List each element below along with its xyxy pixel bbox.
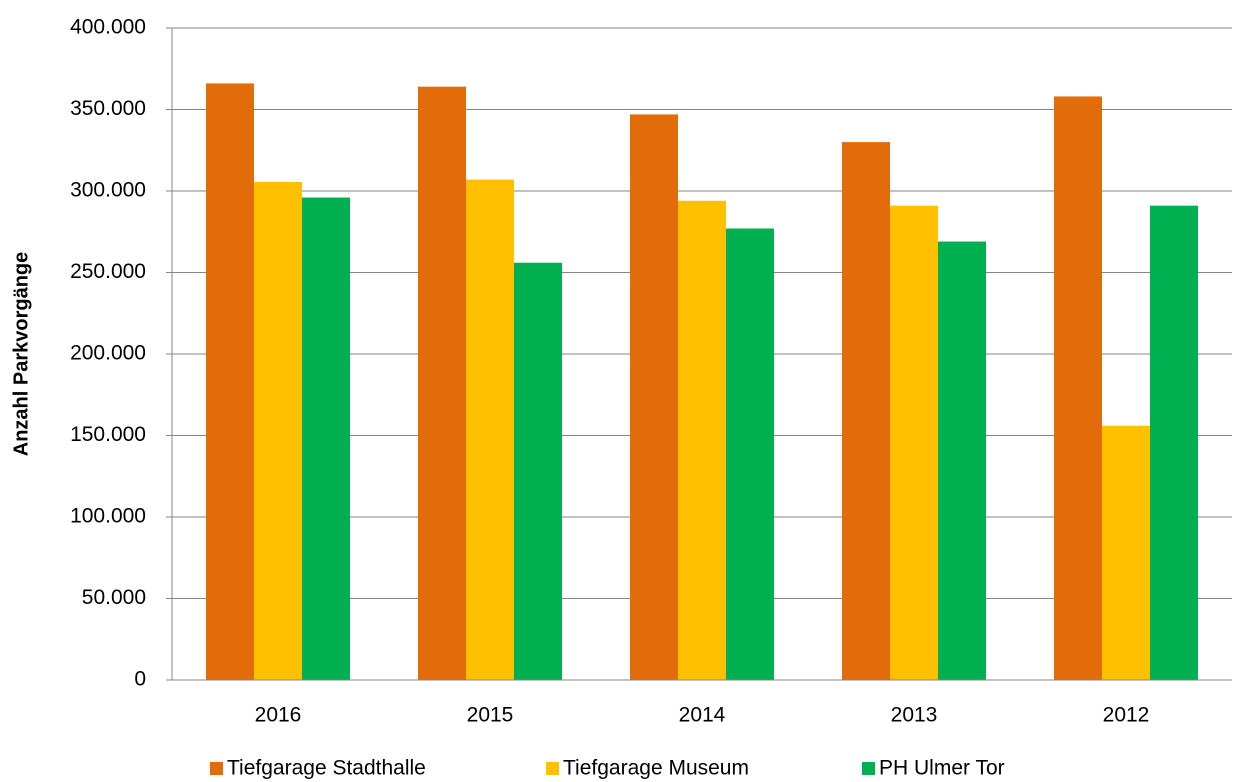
bar <box>466 179 514 680</box>
y-tick-label: 400.000 <box>70 16 146 39</box>
y-tick-label: 0 <box>134 668 146 691</box>
legend-label: Tiefgarage Museum <box>563 757 749 780</box>
bar <box>254 182 302 680</box>
y-tick-label: 50.000 <box>82 586 146 609</box>
bar <box>726 228 774 681</box>
y-tick-label: 200.000 <box>70 342 146 365</box>
y-tick-label: 100.000 <box>70 505 146 528</box>
bar <box>938 241 986 680</box>
y-tick-label: 250.000 <box>70 260 146 283</box>
bar <box>842 142 890 681</box>
bar <box>206 83 254 681</box>
x-tick-label: 2016 <box>255 704 302 727</box>
legend-swatch <box>862 762 875 775</box>
bar <box>1150 205 1198 681</box>
bar <box>1054 96 1102 680</box>
bar <box>302 197 350 680</box>
bar <box>890 205 938 681</box>
y-axis-title: Anzahl Parkvorgänge <box>10 252 32 457</box>
bar <box>678 200 726 680</box>
x-tick-label: 2012 <box>1103 704 1150 727</box>
bar <box>418 86 466 681</box>
legend-swatch <box>210 762 223 775</box>
bar <box>514 262 562 680</box>
x-tick-label: 2014 <box>679 704 726 727</box>
bar <box>1102 425 1150 680</box>
y-tick-label: 350.000 <box>70 97 146 120</box>
legend-label: Tiefgarage Stadthalle <box>227 757 426 780</box>
legend-swatch <box>546 762 559 775</box>
legend-label: PH Ulmer Tor <box>879 757 1005 780</box>
x-tick-label: 2015 <box>467 704 514 727</box>
bar <box>630 114 678 680</box>
y-tick-label: 150.000 <box>70 423 146 446</box>
x-tick-label: 2013 <box>891 704 938 727</box>
y-tick-label: 300.000 <box>70 179 146 202</box>
